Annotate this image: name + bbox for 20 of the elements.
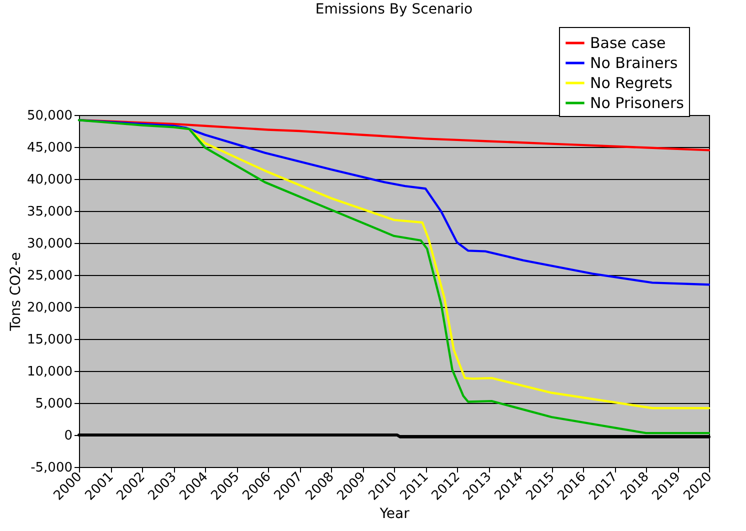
legend-label: No Prisoners <box>590 94 684 112</box>
y-tick-label: 10,000 <box>27 364 72 380</box>
y-tick-label: 40,000 <box>27 172 72 188</box>
y-tick-label: 45,000 <box>27 140 72 156</box>
x-axis-title: Year <box>378 506 410 522</box>
y-tick-label: 25,000 <box>27 268 72 284</box>
y-tick-label: 5,000 <box>35 396 72 412</box>
legend-label: No Regrets <box>590 74 673 92</box>
y-tick-label: 15,000 <box>27 332 72 348</box>
y-tick-label: 35,000 <box>27 204 72 220</box>
line-series <box>78 119 710 434</box>
y-tick-label: 0 <box>64 428 72 444</box>
y-tick-label: 50,000 <box>27 108 72 124</box>
y-tick-label: 30,000 <box>27 236 72 252</box>
y-axis-title: Tons CO2-e <box>8 252 24 332</box>
y-tick-label: 20,000 <box>27 300 72 316</box>
legend-label: No Brainers <box>590 54 678 72</box>
y-tick-label: -5,000 <box>30 460 72 476</box>
chart-title: Emissions By Scenario <box>315 2 473 18</box>
legend-label: Base case <box>590 34 666 52</box>
